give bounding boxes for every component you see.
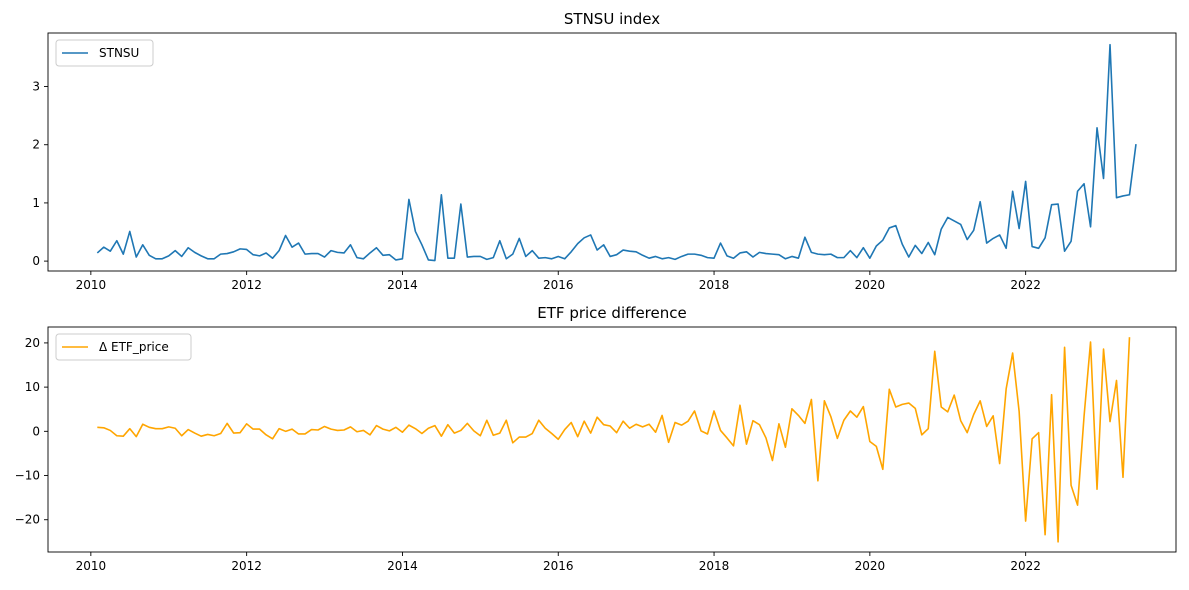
legend-label: STNSU	[99, 46, 139, 60]
series-line	[96, 43, 1137, 262]
y-tick-label: 2	[32, 138, 40, 152]
series-line	[97, 337, 1131, 543]
y-tick-label: 10	[25, 380, 40, 394]
x-tick-label: 2014	[387, 278, 418, 292]
plot-frame	[47, 326, 1177, 553]
x-tick-label: 2020	[855, 278, 886, 292]
y-tick-label: 0	[32, 254, 40, 268]
x-tick-label: 2014	[387, 559, 418, 573]
legend-label: Δ ETF_price	[99, 340, 169, 354]
x-tick-label: 2016	[543, 559, 574, 573]
y-tick-label: 20	[25, 336, 40, 350]
x-tick-label: 2010	[76, 559, 107, 573]
x-tick-label: 2022	[1010, 278, 1041, 292]
x-tick-label: 2012	[231, 559, 262, 573]
y-tick-label: 3	[32, 80, 40, 94]
stnsu-index-chart: STNSU index 2010 2012 2014 2016 2018 2020 2022 0…	[32, 10, 1177, 292]
chart-title: STNSU index	[564, 10, 660, 28]
legend-box	[55, 333, 192, 361]
chart-title: ETF price difference	[537, 304, 686, 322]
x-tick-label: 2010	[76, 278, 107, 292]
y-tick-label: −10	[15, 469, 40, 483]
x-tick-label: 2012	[231, 278, 262, 292]
x-tick-label: 2018	[699, 559, 730, 573]
y-tick-label: 1	[32, 196, 40, 210]
y-tick-label: 0	[32, 424, 40, 438]
x-tick-label: 2018	[699, 278, 730, 292]
x-tick-label: 2016	[543, 278, 574, 292]
legend-box	[55, 39, 154, 67]
x-tick-label: 2022	[1010, 559, 1041, 573]
y-tick-label: −20	[15, 513, 40, 527]
plot-frame	[47, 32, 1177, 272]
x-tick-label: 2020	[855, 559, 886, 573]
